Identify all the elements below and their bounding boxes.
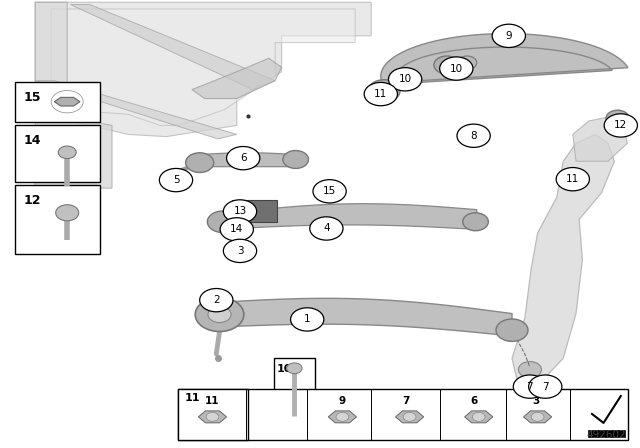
Text: 1: 1 — [304, 314, 310, 324]
Circle shape — [291, 308, 324, 331]
FancyBboxPatch shape — [178, 389, 628, 440]
Text: 2: 2 — [213, 295, 220, 305]
Circle shape — [310, 217, 343, 240]
Polygon shape — [35, 81, 237, 139]
Circle shape — [513, 375, 547, 398]
Polygon shape — [35, 112, 112, 188]
FancyBboxPatch shape — [178, 389, 248, 440]
Polygon shape — [51, 9, 355, 125]
Text: 7: 7 — [527, 382, 533, 392]
Polygon shape — [381, 34, 628, 85]
Text: 13: 13 — [234, 207, 246, 216]
Text: 3: 3 — [532, 396, 540, 406]
Polygon shape — [328, 411, 356, 423]
Polygon shape — [465, 411, 493, 423]
Polygon shape — [54, 97, 80, 106]
FancyBboxPatch shape — [15, 82, 100, 122]
Text: 15: 15 — [24, 91, 41, 104]
Circle shape — [434, 56, 460, 74]
Text: 8: 8 — [470, 131, 477, 141]
Circle shape — [531, 413, 544, 421]
Text: 11: 11 — [205, 396, 220, 406]
Text: 9: 9 — [506, 31, 512, 41]
Polygon shape — [198, 411, 227, 423]
Polygon shape — [396, 411, 424, 423]
Polygon shape — [512, 134, 614, 385]
Circle shape — [472, 413, 485, 421]
Circle shape — [606, 110, 629, 126]
Text: 15: 15 — [323, 186, 336, 196]
Circle shape — [186, 153, 214, 172]
Circle shape — [313, 180, 346, 203]
FancyBboxPatch shape — [15, 185, 100, 254]
Circle shape — [206, 413, 219, 421]
Circle shape — [403, 413, 416, 421]
Circle shape — [529, 375, 562, 398]
Circle shape — [223, 200, 257, 223]
Circle shape — [518, 362, 541, 378]
Text: 14: 14 — [24, 134, 41, 146]
Circle shape — [556, 168, 589, 191]
Text: 3: 3 — [237, 246, 243, 256]
Text: 11: 11 — [566, 174, 579, 184]
Text: 6: 6 — [240, 153, 246, 163]
Circle shape — [336, 413, 349, 421]
Circle shape — [440, 57, 473, 80]
Circle shape — [159, 168, 193, 192]
Circle shape — [283, 151, 308, 168]
Text: 12: 12 — [614, 121, 627, 130]
Circle shape — [496, 33, 515, 46]
Text: 4: 4 — [323, 224, 330, 233]
Circle shape — [56, 205, 79, 221]
Circle shape — [364, 82, 397, 106]
Circle shape — [195, 297, 244, 332]
Circle shape — [207, 211, 238, 233]
Circle shape — [227, 146, 260, 170]
Circle shape — [287, 363, 302, 374]
Text: 11: 11 — [374, 89, 387, 99]
Text: 9: 9 — [339, 396, 346, 406]
Polygon shape — [200, 153, 296, 167]
Polygon shape — [573, 116, 627, 161]
Polygon shape — [35, 2, 67, 112]
Circle shape — [208, 306, 231, 323]
Polygon shape — [218, 298, 512, 336]
Polygon shape — [70, 4, 275, 90]
Circle shape — [604, 114, 637, 137]
Polygon shape — [192, 58, 282, 99]
Text: 6: 6 — [470, 396, 477, 406]
Text: 10: 10 — [450, 64, 463, 73]
Circle shape — [200, 289, 233, 312]
Circle shape — [388, 68, 422, 91]
Circle shape — [458, 56, 477, 69]
Text: 14: 14 — [230, 224, 243, 234]
Circle shape — [58, 146, 76, 159]
Text: 5: 5 — [173, 175, 179, 185]
FancyBboxPatch shape — [274, 358, 315, 422]
Text: 11: 11 — [184, 393, 200, 403]
Text: 7: 7 — [542, 382, 548, 392]
Circle shape — [492, 24, 525, 47]
FancyBboxPatch shape — [15, 125, 100, 182]
Circle shape — [457, 124, 490, 147]
Text: 10: 10 — [399, 74, 412, 84]
Circle shape — [223, 239, 257, 263]
Text: 10: 10 — [277, 364, 292, 374]
Text: 12: 12 — [24, 194, 41, 207]
Circle shape — [496, 319, 528, 341]
Text: 7: 7 — [403, 396, 410, 406]
Circle shape — [463, 213, 488, 231]
Circle shape — [368, 80, 400, 102]
Polygon shape — [524, 411, 552, 423]
Polygon shape — [221, 204, 477, 229]
Text: 492602: 492602 — [586, 430, 626, 440]
Circle shape — [220, 218, 253, 241]
Polygon shape — [35, 2, 371, 137]
FancyBboxPatch shape — [232, 200, 277, 222]
FancyBboxPatch shape — [588, 430, 625, 437]
